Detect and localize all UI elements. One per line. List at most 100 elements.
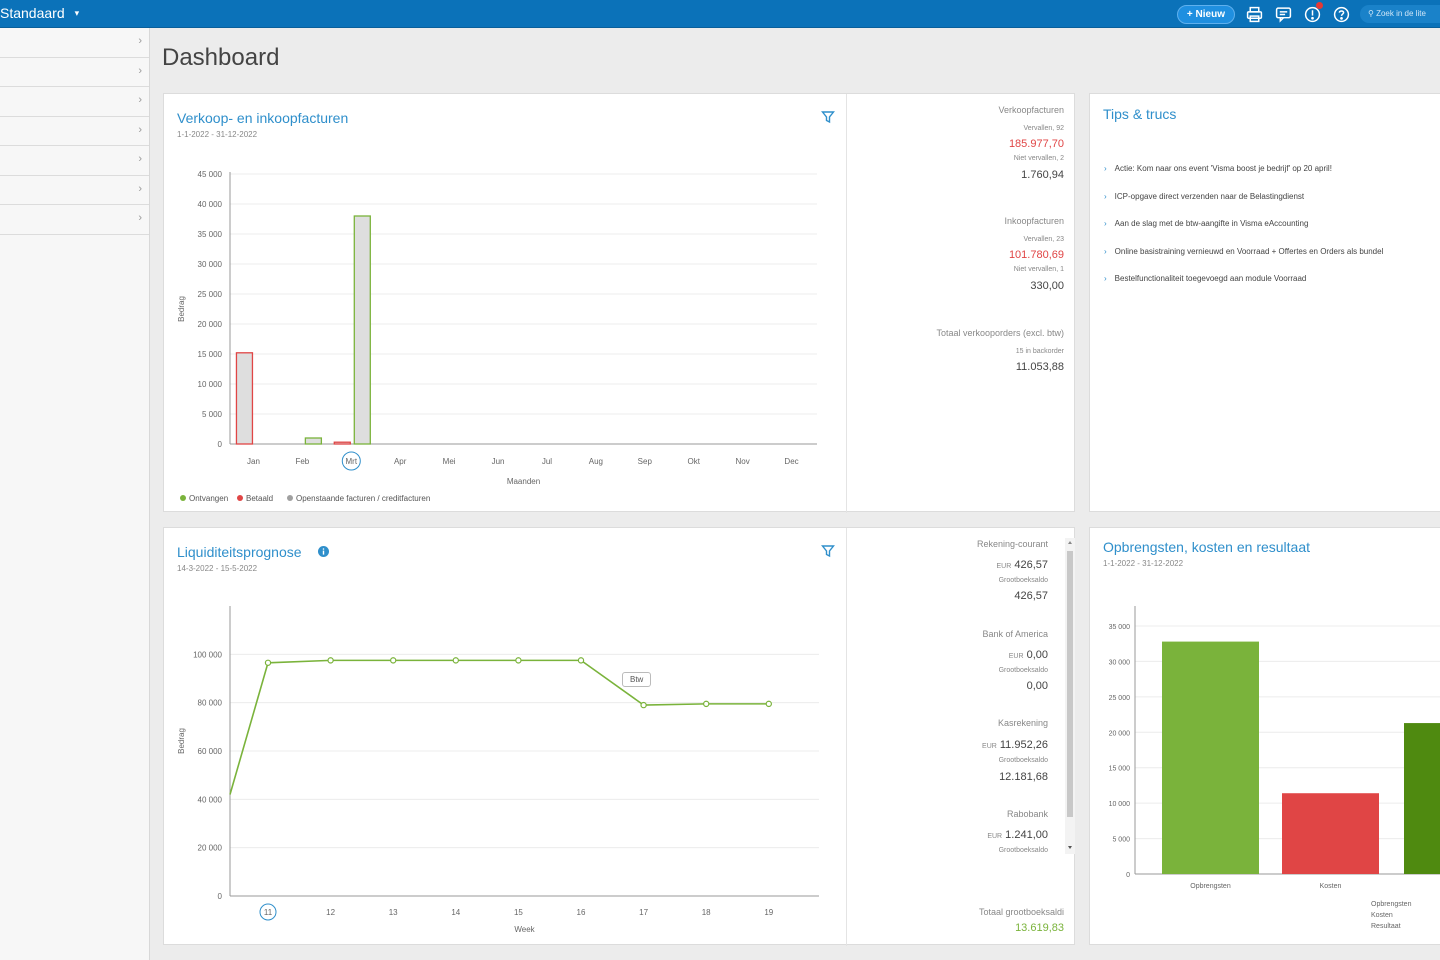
invoices-card: Verkoop- en inkoopfacturen 1-1-2022 - 31…	[163, 93, 1075, 513]
chevron-right-icon: ›	[138, 35, 142, 47]
ledger-value[interactable]: 12.181,68	[999, 771, 1048, 783]
chevron-right-icon: ›	[138, 212, 142, 224]
y-tick-label: 100 000	[193, 650, 222, 659]
legend-label: Betaald	[246, 494, 273, 503]
purchase-label: Inkoopfacturen	[1004, 216, 1064, 226]
liquidity-line-chart: 0 20 000 40 000 60 000 80 000 100 000 Bedrag 11…	[177, 606, 819, 934]
print-icon[interactable]	[1244, 4, 1264, 24]
x-tick-highlight	[259, 903, 277, 921]
y-tick-label: 5 000	[202, 410, 223, 419]
ledger-value[interactable]: 0,00	[1026, 680, 1048, 692]
chat-icon[interactable]	[1273, 4, 1293, 24]
y-tick-label: 25 000	[1109, 695, 1131, 702]
x-tick-label: 12	[326, 908, 335, 917]
y-tick-label: 35 000	[1109, 624, 1131, 631]
notification-badge	[1316, 2, 1323, 9]
card-title: Tips & trucs	[1103, 106, 1177, 122]
card-title[interactable]: Verkoop- en inkoopfacturen	[177, 110, 349, 126]
bank-value: 0,00	[1026, 649, 1048, 661]
y-tick-label: 40 000	[198, 200, 223, 209]
summary-scrollbar[interactable]	[1065, 538, 1075, 854]
account-bank-value[interactable]: EUR 1.241,00	[987, 829, 1048, 841]
results-bar-chart: 0 5 000 10 000 15 000 20 000 25 000 30 000 35 0…	[1109, 606, 1440, 890]
filter-icon[interactable]	[821, 110, 835, 124]
orders-label: Totaal verkooporders (excl. btw)	[936, 328, 1064, 338]
x-tick-label: Okt	[687, 457, 700, 466]
results-legend: Opbrengsten Kosten Resultaat	[1371, 899, 1411, 932]
tip-item[interactable]: › Actie: Kom naar ons event 'Visma boost …	[1104, 164, 1383, 192]
legend-item: Kosten	[1371, 912, 1393, 919]
card-period: 14-3-2022 - 15-5-2022	[177, 564, 258, 573]
data-point	[703, 700, 710, 708]
y-tick-label: 30 000	[198, 260, 223, 269]
sidebar-item[interactable]: ›	[0, 58, 149, 87]
data-point	[765, 700, 773, 708]
x-tick-label: Jan	[247, 457, 260, 466]
purchase-not-overdue-value[interactable]: 330,00	[1030, 280, 1064, 292]
y-tick-label: 15 000	[198, 350, 223, 359]
ledger-value[interactable]: 426,57	[1014, 590, 1048, 602]
account-bank-value[interactable]: EUR 426,57	[997, 559, 1049, 571]
y-tick-label: 0	[218, 440, 223, 449]
ledger-label: Grootboeksaldo	[998, 757, 1048, 764]
bar-ontvangen	[353, 215, 371, 445]
y-tick-label: 5 000	[1112, 837, 1130, 844]
x-tick-label: Sep	[638, 457, 653, 466]
tip-item[interactable]: › Aan de slag met de btw-aangifte in Vism…	[1104, 219, 1383, 247]
help-icon[interactable]	[1331, 4, 1351, 24]
search-input[interactable]: ⚲ Zoek in de lite	[1360, 5, 1440, 23]
tip-item[interactable]: › ICP-opgave direct verzenden naar de Bel…	[1104, 192, 1383, 220]
chevron-down-icon: ▾	[74, 7, 80, 18]
account-name: Bank of America	[982, 629, 1048, 639]
purchase-overdue-value[interactable]: 101.780,69	[1008, 249, 1064, 261]
chevron-right-icon: ›	[138, 123, 142, 136]
y-tick-label: 80 000	[198, 699, 223, 708]
sidebar-item[interactable]: ›	[0, 117, 149, 146]
sidebar-item[interactable]: ›	[0, 28, 149, 58]
bank-value: 426,57	[1014, 559, 1048, 571]
currency-label: EUR	[982, 743, 997, 750]
x-tick-label: Jun	[492, 457, 505, 466]
x-tick-label: Apr	[394, 457, 407, 466]
sidebar-item[interactable]: ›	[0, 176, 149, 205]
account-bank-value[interactable]: EUR 0,00	[1009, 649, 1048, 661]
account-bank-value[interactable]: EUR 11.952,26	[982, 739, 1048, 751]
data-point	[577, 657, 585, 664]
x-tick-label: Aug	[589, 457, 603, 466]
filter-icon[interactable]	[821, 544, 835, 558]
sales-overdue-value[interactable]: 185.977,70	[1008, 138, 1064, 150]
y-tick-label: 60 000	[198, 747, 223, 756]
legend-item: Resultaat	[1371, 923, 1401, 930]
tip-item[interactable]: › Bestelfunctionaliteit toegevoegd aan mo…	[1104, 274, 1383, 302]
sidebar-item[interactable]: ›	[0, 146, 149, 176]
ledger-label: Grootboeksaldo	[998, 667, 1048, 674]
new-button[interactable]: + Nieuw	[1176, 4, 1235, 24]
sidebar-item[interactable]: ›	[0, 87, 149, 117]
sidebar: › › › › › › ›	[0, 28, 150, 960]
x-tick-label: Jul	[542, 457, 552, 466]
administration-selector[interactable]: Standaard ▾	[0, 5, 79, 21]
tip-item[interactable]: › Online basistraining vernieuwd en Voorr…	[1104, 247, 1383, 275]
y-tick-label: 0	[218, 892, 223, 901]
sales-label: Verkoopfacturen	[998, 105, 1064, 115]
card-title[interactable]: Liquiditeitsprognose	[177, 544, 302, 560]
data-point	[515, 657, 522, 664]
card-title[interactable]: Opbrengsten, kosten en resultaat	[1103, 539, 1311, 555]
x-tick-label: Dec	[784, 457, 798, 466]
info-icon[interactable]	[318, 546, 329, 557]
legend-label: Openstaande facturen / creditfacturen	[296, 494, 430, 503]
legend-marker	[287, 495, 293, 501]
orders-value[interactable]: 11.053,88	[1015, 361, 1064, 373]
y-axis-label: Bedrag	[177, 728, 186, 754]
sidebar-item[interactable]: ›	[0, 205, 149, 235]
chevron-right-icon: ›	[138, 182, 142, 195]
search-placeholder: Zoek in de lite	[1376, 9, 1426, 18]
chart-tooltip: Btw	[622, 672, 652, 687]
sales-not-overdue-value[interactable]: 1.760,94	[1021, 169, 1064, 181]
ledger-label: Grootboeksaldo	[998, 577, 1048, 584]
total-ledger-value[interactable]: 13.619,83	[1015, 922, 1064, 934]
notifications-icon[interactable]	[1302, 2, 1323, 24]
currency-label: EUR	[987, 833, 1003, 840]
chevron-right-icon: ›	[1104, 219, 1107, 228]
x-tick-label: 19	[764, 908, 773, 917]
